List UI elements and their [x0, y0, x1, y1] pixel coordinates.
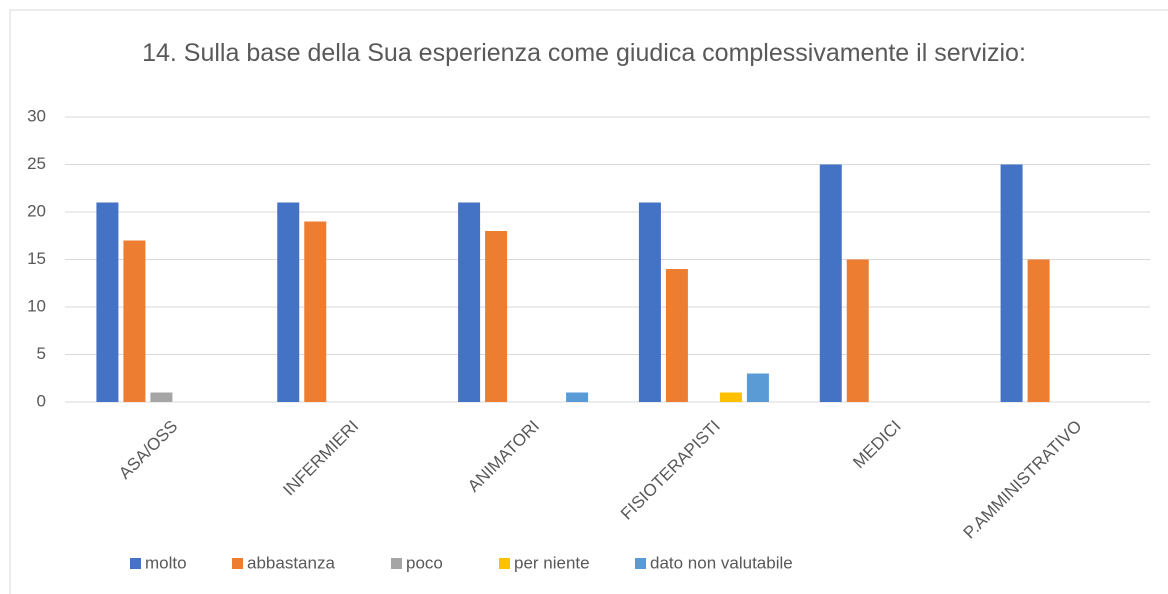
legend-swatch [635, 558, 646, 569]
y-tick-label: 15 [27, 249, 46, 268]
x-tick-label: INFERMIERI [279, 417, 362, 500]
legend-label: per niente [514, 553, 590, 572]
bar [819, 164, 842, 402]
legend-swatch [130, 558, 141, 569]
legend-label: molto [145, 553, 187, 572]
bar [277, 202, 300, 402]
bar [485, 231, 508, 402]
y-tick-label: 5 [37, 344, 46, 363]
bar [304, 221, 327, 402]
bar [638, 202, 661, 402]
bar [1000, 164, 1023, 402]
y-tick-label: 10 [27, 296, 46, 315]
bar [719, 392, 742, 402]
bar [665, 269, 688, 402]
x-tick-label: ANIMATORI [464, 417, 543, 496]
y-tick-label: 30 [27, 106, 46, 125]
bar [150, 392, 173, 402]
bar [846, 259, 869, 402]
legend-swatch [391, 558, 402, 569]
legend-swatch [499, 558, 510, 569]
bar [746, 373, 769, 402]
legend-label: abbastanza [247, 553, 335, 572]
legend-swatch [232, 558, 243, 569]
x-tick-label: MEDICI [849, 417, 905, 473]
chart-title: 14. Sulla base della Sua esperienza come… [142, 39, 1026, 67]
x-tick-label: ASA/OSS [115, 417, 181, 483]
y-tick-label: 25 [27, 154, 46, 173]
bar [458, 202, 481, 402]
chart-border [9, 9, 1168, 594]
x-tick-label: FISIOTERAPISTI [617, 417, 724, 524]
legend-label: dato non valutabile [650, 553, 793, 572]
y-tick-label: 0 [37, 391, 46, 410]
x-tick-label: P.AMMINISTRATIVO [960, 417, 1086, 543]
legend-label: poco [406, 553, 443, 572]
bar [123, 240, 146, 402]
y-tick-label: 20 [27, 201, 46, 220]
bar [1027, 259, 1050, 402]
bar [566, 392, 589, 402]
bar [96, 202, 119, 402]
